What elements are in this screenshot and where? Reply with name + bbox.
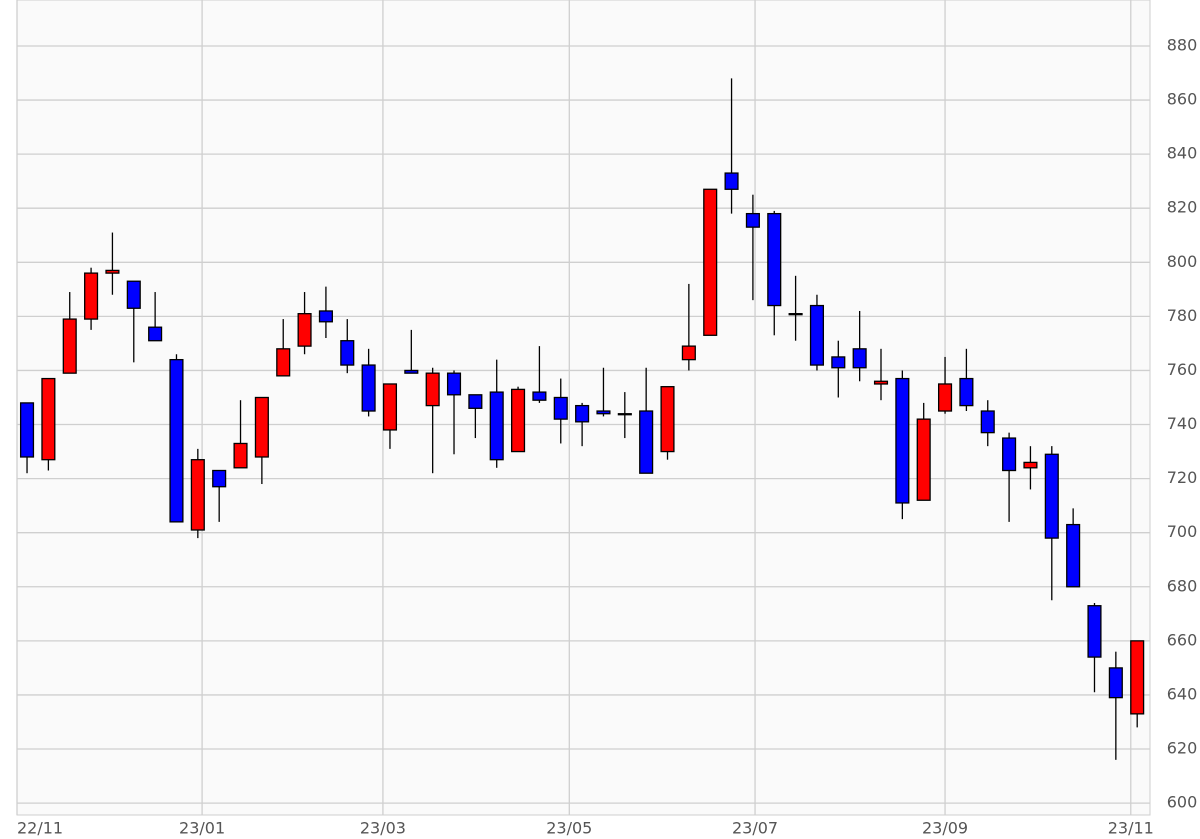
candle-body (1108, 667, 1123, 699)
candle-body (681, 345, 696, 361)
y-tick-label: 800 (1167, 252, 1198, 271)
candle-body (425, 372, 440, 407)
candle-body (895, 377, 910, 504)
candle-body (254, 396, 269, 458)
y-tick-label: 660 (1167, 630, 1198, 649)
x-tick-label: 23/11 (1108, 819, 1154, 838)
candle-body (767, 212, 782, 307)
y-tick-label: 720 (1167, 468, 1198, 487)
y-tick-label: 840 (1167, 144, 1198, 163)
y-tick-label: 760 (1167, 360, 1198, 379)
candle-body (575, 404, 590, 423)
x-tick-label: 23/07 (732, 819, 778, 838)
y-tick-label: 740 (1167, 414, 1198, 433)
candle-body (980, 410, 995, 434)
candle-body (916, 418, 931, 501)
candle-body (511, 388, 526, 453)
y-tick-label: 880 (1167, 35, 1198, 54)
candle-body (788, 313, 803, 316)
candle-body (1130, 640, 1145, 715)
candle-body (639, 410, 654, 474)
candle-body (318, 310, 333, 323)
y-tick-label: 640 (1167, 684, 1198, 703)
candle-body (703, 188, 718, 336)
candle-body (297, 313, 312, 347)
candle-body (233, 442, 248, 469)
candle-body (553, 396, 568, 420)
candle-body (148, 326, 163, 342)
y-tick-label: 860 (1167, 90, 1198, 109)
candle-body (1087, 605, 1102, 658)
candle-body (1023, 461, 1038, 469)
candle-body (1044, 453, 1059, 539)
x-tick-label: 23/03 (360, 819, 406, 838)
candle-body (809, 304, 825, 366)
y-tick-label: 700 (1167, 522, 1198, 541)
candle-body (873, 380, 889, 385)
candle-body (105, 269, 120, 274)
candle-body (745, 212, 760, 228)
candle-body (937, 383, 953, 412)
y-tick-label: 820 (1167, 198, 1198, 217)
candle-body (489, 391, 504, 461)
candle-body (404, 369, 419, 374)
candle-body (660, 386, 675, 453)
candle-body (84, 272, 99, 320)
candle-body (1066, 523, 1081, 588)
candle-body (596, 410, 611, 415)
y-tick-label: 620 (1167, 739, 1198, 758)
candle-body (19, 402, 35, 458)
x-tick-label: 23/05 (546, 819, 592, 838)
candle-body (831, 356, 846, 369)
candle-body (62, 318, 77, 374)
candle-body (340, 340, 355, 366)
candle-body (724, 172, 739, 190)
candle-body (361, 364, 376, 412)
x-tick-label: 22/11 (17, 819, 63, 838)
y-tick-label: 600 (1167, 793, 1198, 812)
candle-body (41, 377, 56, 461)
candle-body (446, 372, 462, 396)
candle-body (169, 358, 184, 523)
candle-body (617, 413, 632, 416)
y-tick-label: 780 (1167, 306, 1198, 325)
candle-body (959, 377, 974, 407)
x-tick-label: 23/01 (179, 819, 225, 838)
x-tick-label: 23/09 (922, 819, 968, 838)
candle-body (126, 280, 141, 309)
candle-body (382, 383, 398, 431)
candle-body (212, 469, 227, 488)
y-tick-label: 680 (1167, 576, 1198, 595)
candle-body (532, 391, 547, 401)
candle-body (468, 394, 483, 409)
candle-body (276, 348, 291, 377)
candle-body (190, 459, 205, 531)
candle-body (1002, 437, 1017, 472)
candle-body (852, 348, 867, 369)
